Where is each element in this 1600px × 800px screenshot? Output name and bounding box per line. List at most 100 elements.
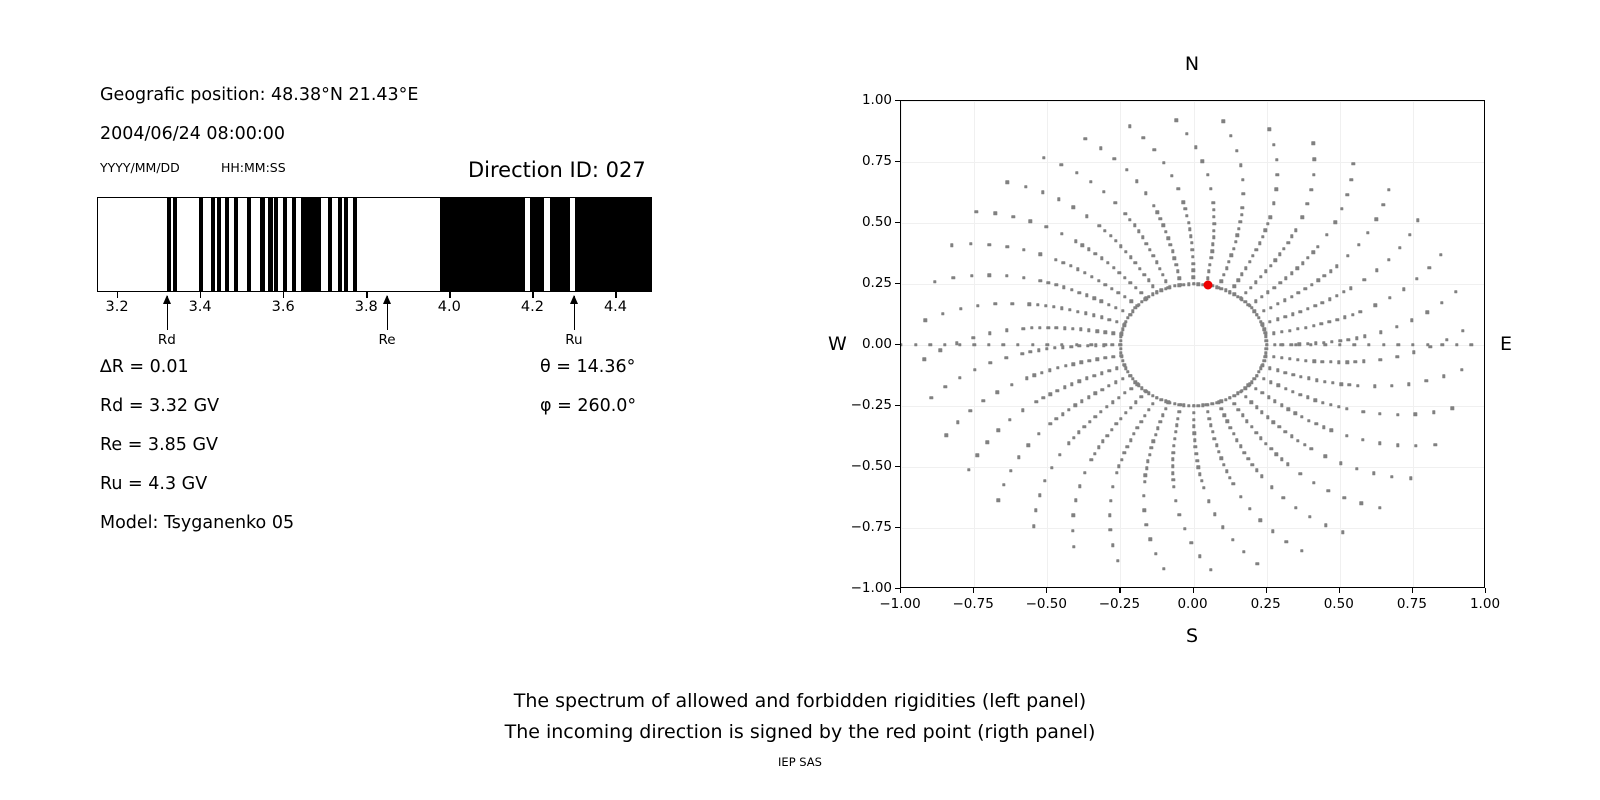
direction-point xyxy=(1092,296,1096,300)
direction-point xyxy=(1028,350,1033,354)
rigidity-spectrum-panel: Geografic position: 48.38°N 21.43°E 2004… xyxy=(0,0,720,660)
x-axis-tick xyxy=(200,292,202,298)
direction-point xyxy=(1358,310,1362,314)
x-axis-tick-label: 3.8 xyxy=(354,299,378,315)
direction-point xyxy=(1239,494,1243,499)
direction-point xyxy=(1361,410,1365,414)
direction-point xyxy=(1240,206,1245,210)
direction-point xyxy=(1123,391,1127,395)
direction-point xyxy=(995,390,999,394)
direction-point xyxy=(1046,326,1050,330)
direction-point xyxy=(1225,469,1229,474)
direction-point xyxy=(976,304,980,308)
direction-point xyxy=(1071,513,1075,517)
direction-point xyxy=(1120,355,1124,359)
direction-point xyxy=(956,420,960,425)
direction-point xyxy=(1249,425,1254,429)
direction-point xyxy=(1144,241,1149,246)
direction-point xyxy=(1105,433,1109,438)
direction-point xyxy=(1053,346,1057,350)
direction-point xyxy=(1296,358,1300,362)
direction-point xyxy=(1395,354,1399,359)
direction-point xyxy=(1008,468,1013,473)
direction-point xyxy=(1254,386,1258,391)
direction-point xyxy=(1153,433,1158,437)
direction-point xyxy=(1172,402,1177,406)
direction-point xyxy=(1271,355,1276,359)
direction-point xyxy=(1090,275,1094,279)
direction-point xyxy=(1459,368,1464,372)
direction-point xyxy=(1123,276,1127,280)
direction-point xyxy=(1011,214,1016,219)
direction-point xyxy=(1242,450,1247,455)
direction-point xyxy=(1252,309,1256,313)
direction-point xyxy=(1342,495,1346,500)
direction-point xyxy=(973,367,977,372)
direction-point xyxy=(1076,267,1080,272)
selected-direction-point[interactable] xyxy=(1203,280,1213,290)
direction-point xyxy=(1029,326,1034,330)
direction-point xyxy=(1303,325,1308,330)
direction-point xyxy=(1151,284,1155,288)
direction-point xyxy=(1187,282,1191,286)
direction-point xyxy=(1115,471,1119,475)
direction-point xyxy=(1331,381,1335,385)
direction-point xyxy=(1302,443,1307,447)
direction-point xyxy=(1198,554,1202,558)
direction-point xyxy=(1089,458,1094,462)
direction-point xyxy=(1109,428,1114,432)
direction-point xyxy=(1191,254,1195,259)
direction-point xyxy=(1129,255,1133,260)
direction-point xyxy=(1061,261,1066,265)
direction-point xyxy=(1121,327,1125,331)
direction-point xyxy=(988,331,992,336)
marker-label: Ru xyxy=(565,332,583,348)
direction-point xyxy=(1240,389,1244,393)
direction-point xyxy=(1111,400,1115,404)
x-axis-tick xyxy=(532,292,534,298)
direction-point xyxy=(1155,210,1159,214)
direction-point xyxy=(1004,328,1009,333)
direction-point xyxy=(1427,265,1431,270)
direction-point xyxy=(1085,214,1089,218)
direction-point xyxy=(1271,331,1276,335)
direction-point xyxy=(1316,278,1320,282)
direction-point xyxy=(1071,362,1076,366)
direction-point xyxy=(1425,343,1430,347)
direction-point xyxy=(996,498,1001,502)
forbidden-band xyxy=(292,198,297,291)
direction-point xyxy=(1070,528,1075,533)
x-axis-tick xyxy=(283,292,285,298)
direction-point xyxy=(1288,357,1292,361)
direction-point xyxy=(1255,312,1259,317)
direction-point xyxy=(1068,308,1072,312)
direction-point xyxy=(1269,305,1273,310)
direction-point xyxy=(1282,246,1286,251)
direction-point xyxy=(1222,413,1226,417)
x-axis-tick xyxy=(1046,588,1048,593)
direction-point xyxy=(1261,323,1265,328)
direction-point xyxy=(1424,379,1429,383)
direction-point xyxy=(1289,294,1294,299)
direction-point xyxy=(1273,343,1277,347)
direction-point xyxy=(1093,252,1098,256)
direction-point xyxy=(1207,416,1211,421)
date-format-hint: YYYY/MM/DD xyxy=(100,160,180,175)
direction-point xyxy=(1301,261,1305,265)
direction-point xyxy=(1311,250,1315,255)
grid-line-horizontal xyxy=(901,467,1484,468)
param-model: Model: Tsyganenko 05 xyxy=(100,513,295,533)
direction-point xyxy=(1118,347,1123,351)
direction-point xyxy=(1179,283,1183,287)
direction-point xyxy=(1035,303,1040,307)
direction-point xyxy=(1141,136,1145,140)
y-axis-tick-label: 1.00 xyxy=(861,92,892,108)
direction-point xyxy=(1274,158,1279,162)
direction-point xyxy=(1349,178,1353,182)
direction-point xyxy=(1299,549,1304,553)
direction-point xyxy=(1261,362,1265,367)
direction-point xyxy=(1295,266,1300,271)
direction-point xyxy=(1161,566,1166,571)
direction-point xyxy=(1411,343,1415,347)
direction-point xyxy=(1335,317,1339,322)
